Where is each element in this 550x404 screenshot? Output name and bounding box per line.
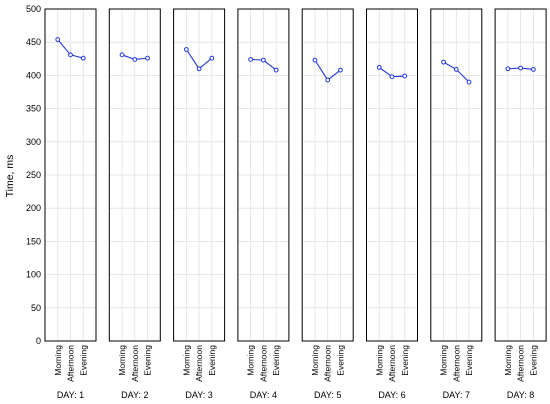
data-point xyxy=(389,74,395,80)
x-tick-label: Evening xyxy=(78,345,88,376)
x-tick-label: Afternoon xyxy=(130,345,140,382)
y-axis: 0 50 100 150 200 250 300 350 400 450 500 xyxy=(26,4,41,346)
y-axis-title: Time, ms xyxy=(4,155,16,198)
data-point xyxy=(209,55,215,61)
x-tick-label: Evening xyxy=(400,345,410,376)
x-tick-label: Evening xyxy=(528,345,538,376)
x-tick-label: Morning xyxy=(246,345,256,376)
y-tick-label: 500 xyxy=(26,4,41,14)
panel-frame xyxy=(494,8,547,342)
panel-label: DAY: 1 xyxy=(57,390,84,400)
panel-label: DAY: 4 xyxy=(250,390,277,400)
panel-frame xyxy=(430,8,483,342)
panel-label: DAY: 3 xyxy=(185,390,212,400)
data-point xyxy=(402,73,408,79)
x-tick-label: Afternoon xyxy=(66,345,76,382)
panel-day-8: Morning Afternoon Evening DAY: 8 xyxy=(494,8,547,400)
panel-day-6: Morning Afternoon Evening DAY: 6 xyxy=(366,8,418,400)
y-tick-label: 200 xyxy=(26,203,41,213)
x-tick-label: Evening xyxy=(271,345,281,376)
data-point xyxy=(338,67,343,73)
panel-label: DAY: 2 xyxy=(121,390,148,400)
x-tick-label: Morning xyxy=(117,345,127,376)
x-tick-label: Morning xyxy=(310,345,320,376)
data-point xyxy=(530,67,536,72)
y-tick-label: 50 xyxy=(31,303,41,313)
data-point xyxy=(453,67,459,72)
panel-label: DAY: 7 xyxy=(443,390,470,400)
panel-label: DAY: 5 xyxy=(314,390,341,400)
data-point xyxy=(196,66,202,72)
panel-day-1: Morning Afternoon Evening DAY: 1 xyxy=(44,8,97,400)
panel-frame xyxy=(237,8,290,342)
x-tick-label: Morning xyxy=(374,345,384,376)
x-tick-label: Afternoon xyxy=(451,345,461,382)
x-tick-label: Afternoon xyxy=(387,345,397,382)
x-tick-label: Afternoon xyxy=(258,345,268,382)
data-point xyxy=(466,79,472,85)
x-tick-label: Afternoon xyxy=(323,345,333,382)
panel-label: DAY: 8 xyxy=(507,390,534,400)
data-point xyxy=(518,65,523,71)
panel-day-4: Morning Afternoon Evening DAY: 4 xyxy=(237,8,290,400)
data-point xyxy=(312,57,318,63)
panel-day-2: Morning Afternoon Evening DAY: 2 xyxy=(108,8,161,400)
data-point xyxy=(261,57,266,63)
x-tick-label: Evening xyxy=(207,345,217,376)
y-tick-label: 100 xyxy=(26,270,41,280)
y-tick-label: 450 xyxy=(26,37,41,47)
x-tick-label: Morning xyxy=(181,345,191,376)
data-point xyxy=(376,65,382,70)
data-point xyxy=(325,77,331,83)
panel-frame xyxy=(108,8,161,342)
data-point xyxy=(145,55,150,61)
x-tick-label: Evening xyxy=(335,345,345,376)
panel-day-7: Morning Afternoon Evening DAY: 7 xyxy=(430,8,483,400)
y-tick-label: 150 xyxy=(26,236,41,246)
y-tick-label: 300 xyxy=(26,137,41,147)
data-point xyxy=(441,59,446,65)
data-point xyxy=(132,57,138,62)
data-point xyxy=(68,52,73,58)
data-point xyxy=(119,52,125,58)
x-tick-label: Morning xyxy=(503,345,513,376)
panel-day-5: Morning Afternoon Evening DAY: 5 xyxy=(301,8,354,400)
y-tick-label: 0 xyxy=(36,336,41,346)
data-point xyxy=(183,47,189,52)
y-tick-label: 400 xyxy=(26,70,41,80)
panel-frame xyxy=(366,8,418,342)
panel-label: DAY: 6 xyxy=(378,390,405,400)
x-tick-label: Morning xyxy=(439,345,449,376)
data-point xyxy=(55,37,61,42)
data-point xyxy=(80,55,86,61)
y-tick-label: 250 xyxy=(26,170,41,180)
panel-frame xyxy=(173,8,226,342)
x-tick-label: Morning xyxy=(53,345,63,376)
x-tick-label: Afternoon xyxy=(194,345,204,382)
data-point xyxy=(505,66,511,72)
panel-frame xyxy=(44,8,97,342)
panel-frame xyxy=(301,8,354,342)
x-tick-label: Afternoon xyxy=(516,345,526,382)
y-tick-label: 350 xyxy=(26,104,41,114)
panel-day-3: Morning Afternoon Evening DAY: 3 xyxy=(173,8,226,400)
data-point xyxy=(248,57,254,62)
x-tick-label: Evening xyxy=(143,345,153,376)
x-tick-label: Evening xyxy=(464,345,474,376)
data-point xyxy=(273,67,279,73)
